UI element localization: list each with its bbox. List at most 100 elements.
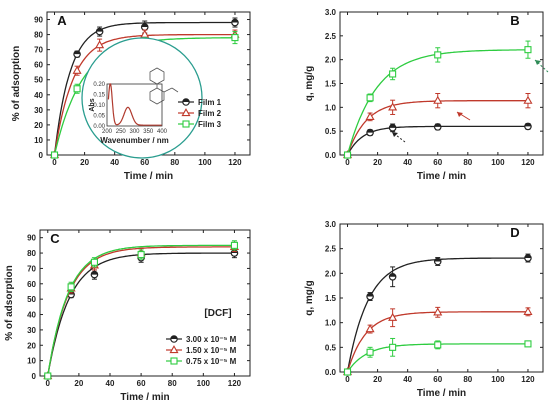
data-point bbox=[433, 95, 443, 104]
x-tick-label: 120 bbox=[228, 379, 242, 388]
y-tick-label: 1.5 bbox=[325, 80, 337, 89]
x-tick-label: 100 bbox=[491, 375, 505, 384]
y-tick-label: 10 bbox=[27, 357, 36, 366]
x-tick-label: 20 bbox=[373, 375, 382, 384]
y-tick-label: 20 bbox=[34, 121, 43, 130]
data-point bbox=[389, 343, 397, 351]
panel-a: 0 20 40 60 80 100 120 0 10 20 30 40 50 60 70 80 90 Time /… bbox=[11, 11, 251, 182]
y-tick-label: 0 bbox=[32, 372, 37, 381]
arrow-head-icon bbox=[457, 112, 463, 117]
data-point bbox=[44, 372, 52, 380]
data-point-fill bbox=[366, 293, 374, 297]
y-tick-label: 90 bbox=[34, 16, 43, 25]
x-tick-label: 80 bbox=[170, 158, 179, 167]
inset-spectrum-line bbox=[107, 83, 162, 126]
data-point bbox=[433, 307, 443, 316]
arrow-head-icon bbox=[392, 132, 398, 137]
data-point-fill bbox=[524, 123, 532, 127]
inset-y-tick-label: 0.05 bbox=[93, 114, 105, 120]
legend-label: Film 3 bbox=[198, 120, 222, 129]
x-tick-label: 0 bbox=[52, 158, 57, 167]
legend-label: Film 2 bbox=[198, 109, 222, 118]
legend-marker bbox=[170, 357, 178, 365]
x-tick-label: 0 bbox=[345, 375, 350, 384]
data-point bbox=[523, 95, 533, 104]
data-point bbox=[67, 283, 75, 291]
data-point-fill bbox=[389, 273, 396, 277]
x-tick-label: 120 bbox=[228, 158, 242, 167]
data-point-fill bbox=[231, 19, 239, 23]
data-point bbox=[434, 341, 442, 349]
y-tick-label: 90 bbox=[27, 234, 36, 243]
plot-frame bbox=[39, 229, 251, 377]
molecule-ring-1 bbox=[149, 67, 165, 85]
data-point-fill bbox=[73, 50, 81, 55]
data-point-fill bbox=[96, 28, 103, 32]
x-tick-label: 40 bbox=[403, 375, 412, 384]
legend-marker-fill bbox=[170, 335, 178, 339]
data-point bbox=[343, 368, 352, 376]
series-1 bbox=[343, 253, 532, 376]
y-tick-label: 40 bbox=[27, 311, 36, 320]
x-tick-label: 0 bbox=[46, 379, 51, 388]
inset: 200 250 300 350 400 0.00 0.05 0.10 0.15 0.20 Waven… bbox=[81, 37, 203, 159]
inset-x-tick-label: 200 bbox=[102, 129, 113, 135]
y-tick-label: 0 bbox=[39, 151, 44, 160]
x-tick-label: 20 bbox=[373, 158, 382, 167]
y-tick-label: 60 bbox=[34, 61, 43, 70]
x-tick-label: 120 bbox=[521, 158, 535, 167]
data-point bbox=[50, 151, 59, 159]
data-point-fill bbox=[141, 23, 148, 28]
data-point-fill bbox=[434, 258, 441, 262]
data-point bbox=[95, 40, 105, 49]
y-tick-label: 0.5 bbox=[325, 343, 337, 352]
data-point-fill bbox=[389, 124, 396, 128]
data-point bbox=[434, 51, 442, 59]
data-point-fill bbox=[434, 123, 441, 127]
legend-marker bbox=[182, 120, 190, 128]
data-point bbox=[140, 29, 150, 38]
x-axis-label: Time / min bbox=[417, 388, 466, 399]
y-tick-label: 2.5 bbox=[325, 32, 337, 41]
series-line bbox=[47, 244, 235, 377]
x-tick-label: 80 bbox=[168, 379, 177, 388]
data-point bbox=[389, 70, 397, 78]
y-tick-label: 20 bbox=[27, 341, 36, 350]
y-axis-label: q, mg/g bbox=[304, 280, 315, 316]
data-point bbox=[343, 151, 352, 159]
y-tick-label: 80 bbox=[34, 31, 43, 40]
data-point bbox=[231, 34, 239, 42]
inset-x-tick-label: 250 bbox=[116, 129, 127, 135]
inset-y-tick-label: 0.00 bbox=[93, 124, 105, 130]
inset-y-tick-label: 0.10 bbox=[93, 103, 105, 109]
x-tick-label: 0 bbox=[345, 158, 350, 167]
y-tick-label: 50 bbox=[27, 295, 36, 304]
data-point bbox=[524, 46, 532, 54]
data-point bbox=[90, 258, 98, 266]
x-axis-label: Time / min bbox=[124, 171, 173, 182]
legend-marker-fill bbox=[182, 98, 190, 102]
y-tick-label: 0.0 bbox=[325, 368, 337, 377]
panel-d: 0 20 40 60 80 100 120 0.0 0.5 1.0 1.5 2.0 2.5 3.0 Time… bbox=[304, 220, 544, 399]
legend: [DCF] 3.00 x 10⁻⁵ M 1.50 x 10⁻⁵ M 0.75 x 10… bbox=[166, 308, 237, 366]
inset-frame bbox=[106, 83, 163, 127]
y-tick-label: 70 bbox=[34, 46, 43, 55]
y-tick-label: 2.0 bbox=[325, 56, 337, 65]
data-point bbox=[137, 251, 145, 259]
series-2 bbox=[342, 306, 533, 376]
inset-y-tick-label: 0.15 bbox=[93, 93, 105, 99]
x-tick-label: 80 bbox=[463, 158, 472, 167]
inset-x-tick-label: 300 bbox=[129, 129, 140, 135]
panel-b: 0 20 40 60 80 100 120 0.0 0.5 1.0 1.5 2.0 2.5 3.0 Time… bbox=[304, 8, 549, 182]
molecule-bond bbox=[171, 87, 179, 93]
x-tick-label: 120 bbox=[521, 375, 535, 384]
legend-label: 3.00 x 10⁻⁵ M bbox=[186, 335, 237, 344]
series-3 bbox=[44, 240, 238, 380]
inset-x-tick-label: 350 bbox=[143, 129, 154, 135]
y-tick-label: 2.5 bbox=[325, 245, 337, 254]
data-point bbox=[365, 324, 375, 333]
x-axis-label: Time / min bbox=[417, 171, 466, 182]
x-tick-label: 20 bbox=[74, 379, 83, 388]
y-tick-label: 1.0 bbox=[325, 319, 337, 328]
